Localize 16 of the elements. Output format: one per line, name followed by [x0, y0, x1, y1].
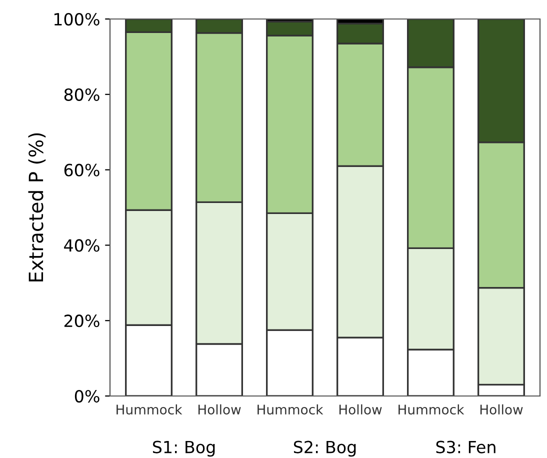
y-tick-label: 100%	[54, 12, 100, 26]
y-axis-title: Extracted P (%)	[28, 133, 46, 282]
text: S3: Fen	[436, 440, 496, 454]
y-tick-label: 80%	[64, 88, 100, 101]
x-tick-label: Hummock	[398, 404, 464, 415]
x-tick-label: Hummock	[116, 404, 182, 415]
x-tick-label: Hollow	[339, 404, 382, 415]
y-tick-label: 40%	[64, 239, 100, 252]
y-tick-label: 20%	[64, 314, 100, 328]
x-tick-label: Hollow	[198, 404, 241, 415]
x-tick-label: Hollow	[480, 404, 523, 415]
text: S2: Bog	[294, 440, 356, 457]
text: S1: Bog	[152, 440, 215, 457]
x-tick-label: Hummock	[258, 404, 324, 415]
y-tick-label: 0%	[74, 390, 100, 403]
y-tick-label: 60%	[64, 164, 100, 176]
